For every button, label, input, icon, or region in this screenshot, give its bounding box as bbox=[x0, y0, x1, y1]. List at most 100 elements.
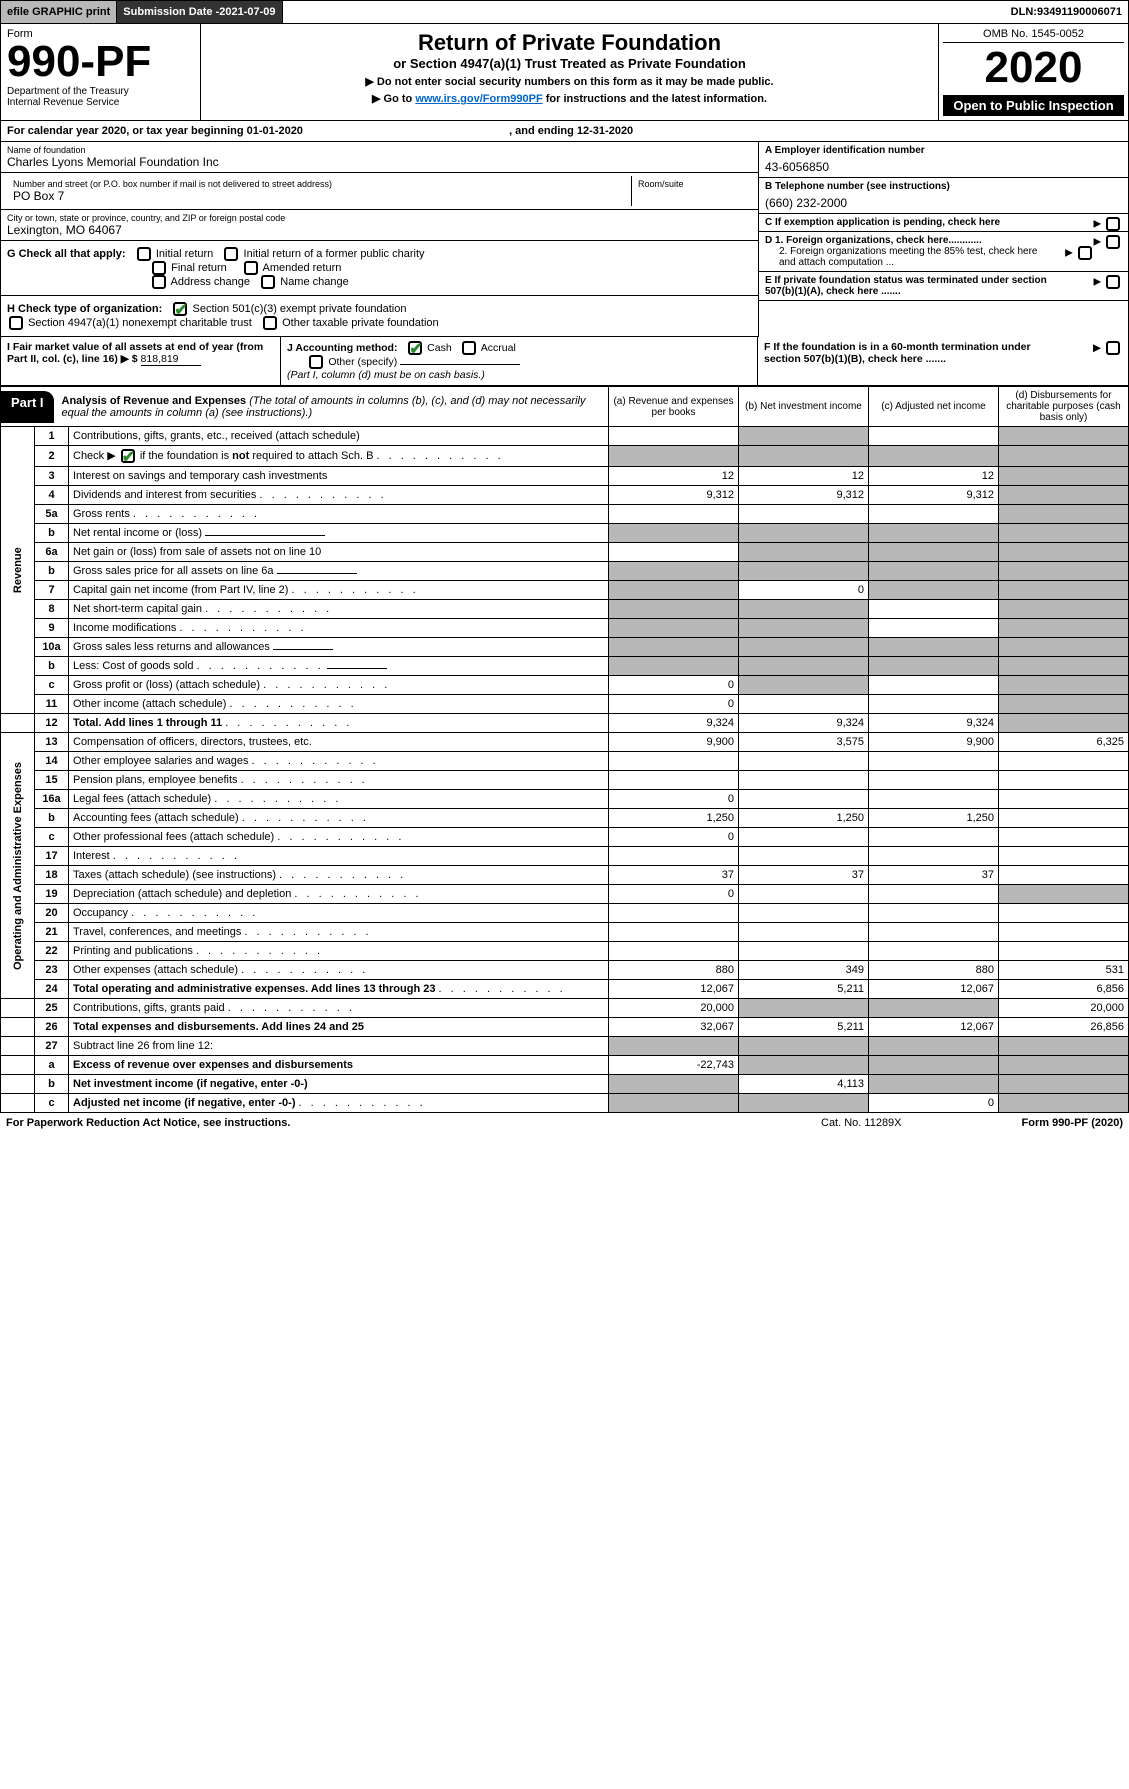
cell: 0 bbox=[609, 828, 739, 847]
4947a1-checkbox[interactable] bbox=[9, 316, 23, 330]
row-num: c bbox=[35, 676, 69, 695]
final-return-checkbox[interactable] bbox=[152, 261, 166, 275]
c-checkbox[interactable] bbox=[1106, 217, 1120, 231]
row-desc: Net rental income or (loss) bbox=[73, 527, 202, 539]
efile-button[interactable]: efile GRAPHIC print bbox=[1, 1, 117, 23]
other-taxable-label: Other taxable private foundation bbox=[282, 317, 439, 329]
other-taxable-checkbox[interactable] bbox=[263, 316, 277, 330]
accrual-checkbox[interactable] bbox=[462, 341, 476, 355]
cell: 26,856 bbox=[999, 1018, 1129, 1037]
row-desc: Capital gain net income (from Part IV, l… bbox=[73, 584, 288, 596]
submission-label: Submission Date - bbox=[123, 6, 219, 18]
f-checkbox[interactable] bbox=[1106, 341, 1120, 355]
row-desc: Other employee salaries and wages bbox=[73, 755, 248, 767]
row-num: 16a bbox=[35, 790, 69, 809]
cell: 12,067 bbox=[869, 1018, 999, 1037]
row-desc: Other income (attach schedule) bbox=[73, 698, 226, 710]
city-label: City or town, state or province, country… bbox=[7, 213, 752, 223]
form-header: Form 990-PF Department of the Treasury I… bbox=[0, 24, 1129, 121]
final-return-label: Final return bbox=[171, 262, 227, 274]
note2-post: for instructions and the latest informat… bbox=[546, 93, 767, 105]
cell: 37 bbox=[609, 866, 739, 885]
i-label: I Fair market value of all assets at end… bbox=[7, 341, 263, 365]
c-label: C If exemption application is pending, c… bbox=[765, 217, 1000, 228]
initial-former-checkbox[interactable] bbox=[224, 247, 238, 261]
cell: 9,312 bbox=[869, 486, 999, 505]
row-desc: Excess of revenue over expenses and disb… bbox=[69, 1056, 609, 1075]
instructions-link[interactable]: www.irs.gov/Form990PF bbox=[415, 93, 542, 105]
name-change-checkbox[interactable] bbox=[261, 275, 275, 289]
city-value: Lexington, MO 64067 bbox=[7, 223, 752, 237]
cell: 1,250 bbox=[869, 809, 999, 828]
cell: 0 bbox=[609, 695, 739, 714]
501c3-label: Section 501(c)(3) exempt private foundat… bbox=[192, 303, 406, 315]
initial-former-label: Initial return of a former public charit… bbox=[244, 248, 425, 260]
row-desc: Net investment income (if negative, ente… bbox=[73, 1078, 308, 1090]
row-desc: Adjusted net income (if negative, enter … bbox=[73, 1097, 295, 1109]
name-label: Name of foundation bbox=[7, 145, 752, 155]
row-num: 4 bbox=[35, 486, 69, 505]
row-num: 17 bbox=[35, 847, 69, 866]
other-method-checkbox[interactable] bbox=[309, 355, 323, 369]
row-desc: Check ▶ if the foundation is not require… bbox=[69, 446, 609, 467]
row-num: 10a bbox=[35, 638, 69, 657]
row-num: 8 bbox=[35, 600, 69, 619]
row-desc: Accounting fees (attach schedule) bbox=[73, 812, 239, 824]
row-num: 22 bbox=[35, 942, 69, 961]
row-desc: Net short-term capital gain bbox=[73, 603, 202, 615]
cash-label: Cash bbox=[427, 342, 452, 354]
cal-begin: 01-01-2020 bbox=[247, 125, 303, 137]
cell: 9,312 bbox=[609, 486, 739, 505]
row-desc: Compensation of officers, directors, tru… bbox=[69, 733, 609, 752]
501c3-checkbox[interactable] bbox=[173, 302, 187, 316]
e-checkbox[interactable] bbox=[1106, 275, 1120, 289]
row-desc: Gross rents bbox=[73, 508, 130, 520]
form-subtitle: or Section 4947(a)(1) Trust Treated as P… bbox=[207, 56, 932, 71]
cell: 12,067 bbox=[609, 980, 739, 999]
room-label: Room/suite bbox=[638, 179, 746, 189]
foundation-name: Charles Lyons Memorial Foundation Inc bbox=[7, 155, 752, 169]
cell: 9,324 bbox=[739, 714, 869, 733]
note2-pre: ▶ Go to bbox=[372, 93, 415, 105]
amended-checkbox[interactable] bbox=[244, 261, 258, 275]
cell: 9,312 bbox=[739, 486, 869, 505]
cell: 9,324 bbox=[869, 714, 999, 733]
cell: 0 bbox=[609, 676, 739, 695]
cal-pre: For calendar year 2020, or tax year begi… bbox=[7, 125, 247, 137]
d2-checkbox[interactable] bbox=[1078, 246, 1092, 260]
d1-checkbox[interactable] bbox=[1106, 235, 1120, 249]
h-check-row: H Check type of organization: Section 50… bbox=[1, 296, 758, 337]
row-num: 24 bbox=[35, 980, 69, 999]
d1-label: D 1. Foreign organizations, check here..… bbox=[765, 235, 982, 246]
revenue-side-label: Revenue bbox=[1, 427, 35, 714]
cell: 32,067 bbox=[609, 1018, 739, 1037]
cell: 0 bbox=[869, 1094, 999, 1113]
cell: 0 bbox=[739, 581, 869, 600]
row-num: 3 bbox=[35, 467, 69, 486]
h-label: H Check type of organization: bbox=[7, 303, 162, 315]
ein-label: A Employer identification number bbox=[765, 145, 1122, 156]
expenses-side-label: Operating and Administrative Expenses bbox=[1, 733, 35, 999]
part1-title: Analysis of Revenue and Expenses (The to… bbox=[54, 391, 608, 423]
dln-label: DLN: bbox=[1011, 6, 1037, 18]
note-ssn: ▶ Do not enter social security numbers o… bbox=[207, 75, 932, 88]
cash-checkbox[interactable] bbox=[408, 341, 422, 355]
dln: DLN: 93491190006071 bbox=[1005, 1, 1128, 23]
row-num: 14 bbox=[35, 752, 69, 771]
g-label: G Check all that apply: bbox=[7, 248, 126, 260]
cell: 349 bbox=[739, 961, 869, 980]
addr-change-checkbox[interactable] bbox=[152, 275, 166, 289]
cell: 531 bbox=[999, 961, 1129, 980]
cell: 20,000 bbox=[609, 999, 739, 1018]
addr-value: PO Box 7 bbox=[13, 189, 625, 203]
row-desc: Pension plans, employee benefits bbox=[73, 774, 238, 786]
cell: 5,211 bbox=[739, 1018, 869, 1037]
row-desc: Less: Cost of goods sold bbox=[73, 660, 193, 672]
schb-checkbox[interactable] bbox=[121, 449, 135, 463]
cell: 37 bbox=[739, 866, 869, 885]
col-b-header: (b) Net investment income bbox=[739, 387, 869, 427]
row-desc: Dividends and interest from securities bbox=[73, 489, 256, 501]
row-num: 12 bbox=[35, 714, 69, 733]
row-desc: Total operating and administrative expen… bbox=[73, 983, 435, 995]
initial-return-checkbox[interactable] bbox=[137, 247, 151, 261]
